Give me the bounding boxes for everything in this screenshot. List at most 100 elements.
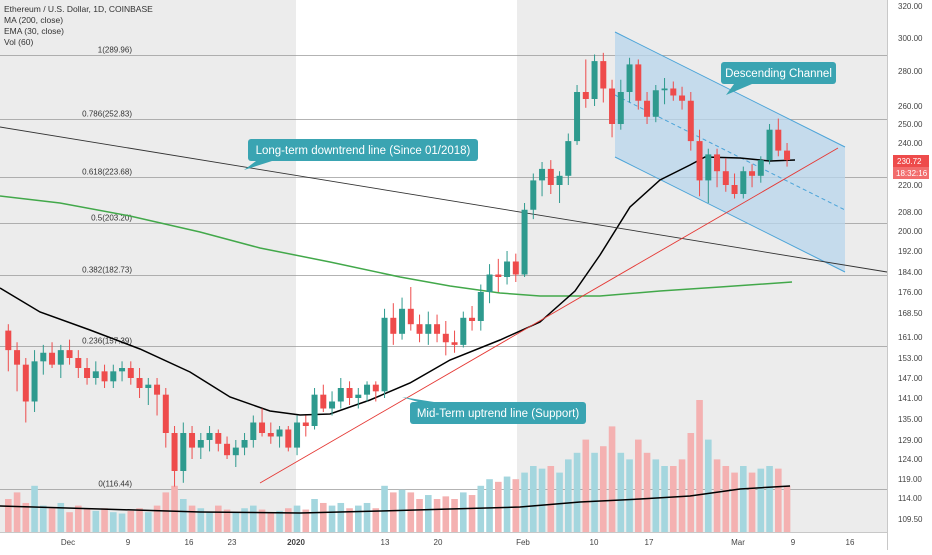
candle-body[interactable] (399, 308, 406, 334)
candle-body[interactable] (241, 440, 248, 448)
candle-body[interactable] (556, 175, 563, 185)
candle-body[interactable] (434, 324, 441, 334)
candle-body[interactable] (512, 261, 519, 275)
candle-body[interactable] (101, 371, 108, 382)
candle-body[interactable] (425, 324, 432, 334)
candle-body[interactable] (285, 429, 292, 448)
candle-body[interactable] (574, 92, 581, 142)
candle-body[interactable] (390, 317, 397, 334)
candle-body[interactable] (136, 378, 143, 388)
candle-body[interactable] (687, 100, 694, 142)
candle-body[interactable] (749, 171, 756, 176)
candle-body[interactable] (154, 384, 161, 395)
candle-body[interactable] (626, 64, 633, 92)
candle-body[interactable] (784, 150, 791, 161)
candle-body[interactable] (66, 350, 73, 358)
candle-body[interactable] (232, 447, 239, 456)
ma200-legend[interactable]: MA (200, close) (4, 15, 64, 25)
candle-body[interactable] (460, 317, 467, 345)
candle-body[interactable] (57, 350, 64, 365)
candle-body[interactable] (504, 261, 511, 278)
candle-body[interactable] (84, 368, 91, 378)
candle-body[interactable] (162, 394, 169, 433)
candle-body[interactable] (530, 180, 537, 210)
candle-body[interactable] (145, 384, 152, 388)
candle-body[interactable] (320, 394, 327, 409)
candle-body[interactable] (644, 100, 651, 117)
candle-body[interactable] (110, 371, 117, 382)
candle-body[interactable] (661, 88, 668, 91)
candle-body[interactable] (469, 317, 476, 321)
candle-body[interactable] (539, 168, 546, 181)
mid-term-uptrend-line[interactable] (259, 147, 839, 484)
volume-legend[interactable]: Vol (60) (4, 37, 34, 47)
candle-body[interactable] (442, 333, 449, 343)
candle-body[interactable] (206, 433, 213, 440)
candle-body[interactable] (679, 95, 686, 101)
candle-body[interactable] (617, 92, 624, 124)
candle-body[interactable] (215, 433, 222, 444)
candle-body[interactable] (75, 358, 82, 368)
ema30-legend[interactable]: EMA (30, close) (4, 26, 64, 36)
candle-body[interactable] (486, 274, 493, 293)
candle-body[interactable] (22, 364, 29, 402)
candle-body[interactable] (276, 429, 283, 437)
candle-body[interactable] (582, 92, 589, 99)
candle-body[interactable] (609, 88, 616, 125)
candle-body[interactable] (224, 443, 231, 456)
candle-body[interactable] (600, 61, 607, 89)
candle-body[interactable] (180, 433, 187, 471)
candle-body[interactable] (477, 292, 484, 321)
candle-body[interactable] (722, 171, 729, 185)
candle-body[interactable] (14, 350, 21, 365)
candle-body[interactable] (302, 422, 309, 427)
candle-body[interactable] (565, 141, 572, 176)
candle-body[interactable] (189, 433, 196, 448)
candle-body[interactable] (364, 384, 371, 395)
candle-body[interactable] (652, 90, 659, 117)
candle-body[interactable] (705, 154, 712, 181)
channel-lower-line[interactable] (614, 156, 846, 273)
candle-body[interactable] (372, 384, 379, 392)
candle-body[interactable] (451, 342, 458, 345)
candle-body[interactable] (757, 160, 764, 176)
candle-body[interactable] (119, 368, 126, 372)
candle-body[interactable] (591, 61, 598, 99)
candle-body[interactable] (407, 308, 414, 325)
candle-body[interactable] (731, 185, 738, 194)
candle-body[interactable] (31, 361, 38, 402)
downtrend-callout-box[interactable] (248, 139, 478, 161)
candle-body[interactable] (171, 433, 178, 471)
candle-body[interactable] (346, 388, 353, 398)
candle-body[interactable] (495, 274, 502, 278)
candle-body[interactable] (127, 368, 134, 378)
candle-body[interactable] (5, 330, 12, 351)
candle-body[interactable] (696, 141, 703, 181)
candle-body[interactable] (416, 324, 423, 334)
candle-body[interactable] (259, 422, 266, 434)
candle-body[interactable] (547, 168, 554, 185)
candle-body[interactable] (197, 440, 204, 448)
candle-body[interactable] (714, 154, 721, 172)
candle-body[interactable] (40, 352, 47, 362)
candle-body[interactable] (311, 394, 318, 426)
candle-body[interactable] (92, 371, 99, 378)
candle-body[interactable] (49, 352, 56, 365)
long-term-downtrend-line[interactable] (0, 126, 888, 273)
candle-body[interactable] (521, 209, 528, 275)
candle-body[interactable] (766, 129, 773, 161)
candle-body[interactable] (337, 388, 344, 402)
candle-body[interactable] (635, 64, 642, 101)
candle-body[interactable] (355, 394, 362, 398)
candle-body[interactable] (670, 88, 677, 96)
candle-body[interactable] (294, 422, 301, 448)
candle-body[interactable] (381, 317, 388, 392)
candle-body[interactable] (775, 129, 782, 151)
candle-body[interactable] (250, 422, 257, 441)
candle-body[interactable] (267, 433, 274, 437)
candle-body[interactable] (329, 401, 336, 409)
uptrend-callout-box[interactable] (410, 402, 586, 424)
candle-body[interactable] (740, 171, 747, 194)
descending-callout-box[interactable] (721, 62, 836, 84)
